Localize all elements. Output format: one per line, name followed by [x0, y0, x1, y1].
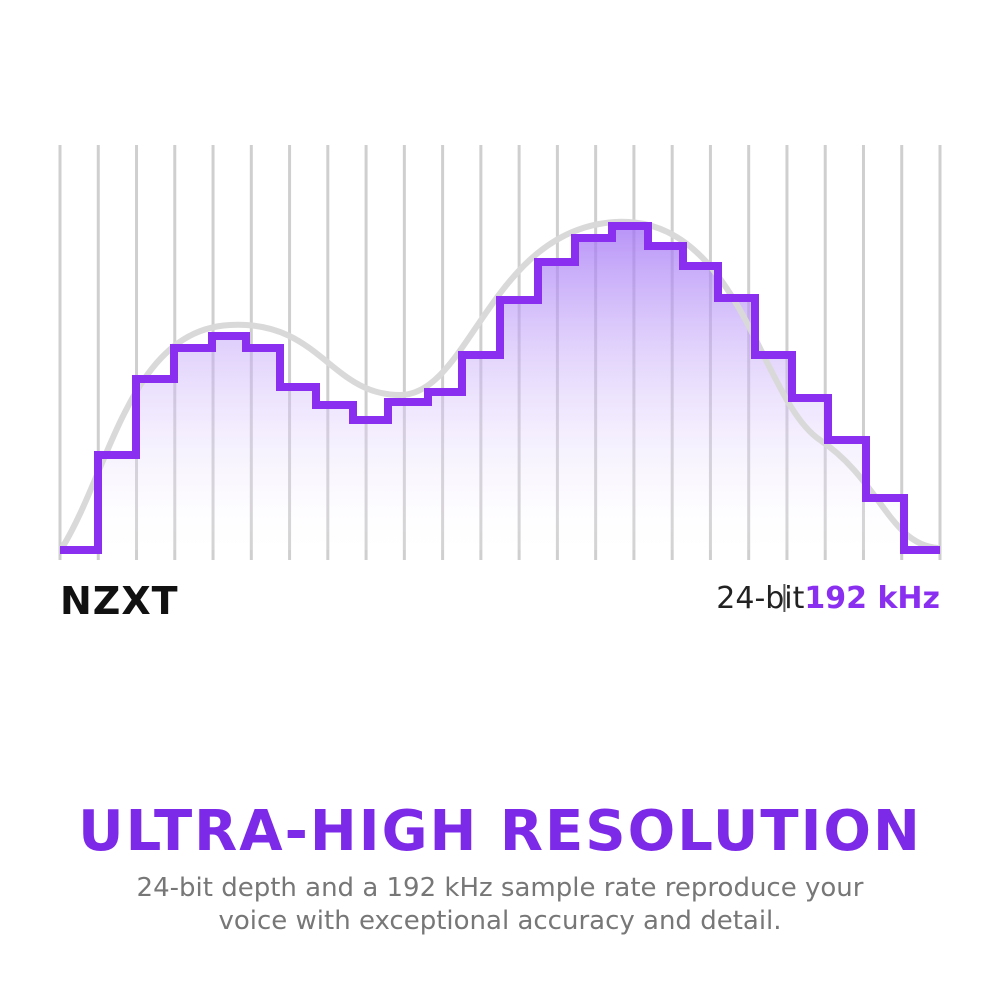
description-line: voice with exceptional accuracy and deta…: [218, 906, 781, 936]
step-fill: [60, 226, 940, 550]
logo: NZXT: [60, 579, 179, 623]
description-line: 24-bit depth and a 192 kHz sample rate r…: [137, 873, 864, 903]
sample-rate: 192 kHz: [804, 581, 940, 616]
headline: ULTRA-HIGH RESOLUTION: [78, 799, 922, 864]
analog-curve: [59, 218, 939, 551]
spec-line: 24-bit192 kHz: [716, 581, 940, 616]
bit-depth: 24-bit: [716, 581, 804, 616]
digital-steps: [60, 222, 940, 554]
